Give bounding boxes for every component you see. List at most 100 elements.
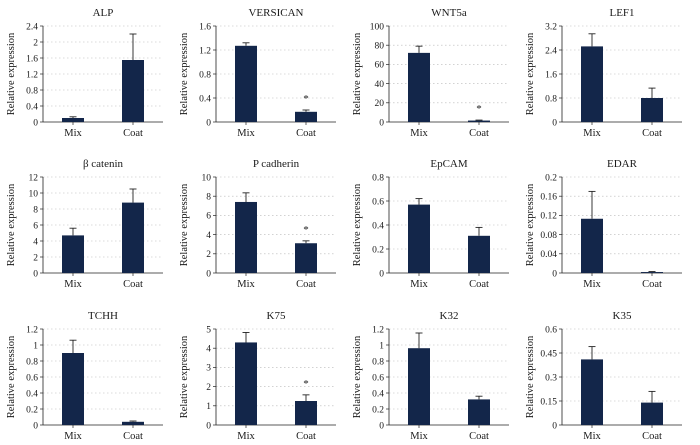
bar-coat — [295, 401, 317, 425]
y-tick-label: 10 — [29, 189, 39, 199]
y-tick-label: 12 — [29, 173, 39, 183]
x-category-label: Coat — [642, 279, 662, 290]
x-category-label: Coat — [469, 128, 489, 139]
y-tick-label: 0 — [33, 421, 38, 431]
y-tick-label: 4 — [206, 231, 211, 241]
bar-mix — [62, 353, 84, 425]
y-tick-label: 0.2 — [372, 405, 384, 415]
x-category-label: Mix — [64, 128, 82, 139]
y-tick-label: 0.12 — [540, 212, 557, 222]
chart-panel-4: β catenin Relative expression 0 2 4 6 8 10 12 Mix… — [6, 158, 163, 290]
y-axis-label: Relative expression — [352, 335, 363, 418]
panel-title: K35 — [613, 310, 632, 322]
y-tick-label: 0.2 — [372, 245, 384, 255]
y-tick-label: 2 — [206, 250, 211, 260]
y-tick-label: 0.16 — [540, 193, 557, 203]
x-category-label: Mix — [583, 431, 601, 442]
y-tick-label: 10 — [202, 173, 212, 183]
y-axis-label: Relative expression — [6, 32, 17, 115]
x-category-label: Coat — [296, 279, 316, 290]
bar-coat — [295, 243, 317, 273]
panel-title: ALP — [93, 7, 114, 19]
x-category-label: Mix — [237, 279, 255, 290]
significance-marker: * — [476, 103, 482, 115]
y-tick-label: 0 — [379, 421, 384, 431]
y-tick-label: 40 — [375, 80, 385, 90]
y-tick-label: 0 — [552, 269, 557, 279]
y-tick-label: 6 — [206, 212, 211, 222]
y-tick-label: 2 — [33, 253, 38, 263]
y-tick-label: 20 — [375, 99, 385, 109]
y-tick-label: 1 — [206, 402, 211, 412]
y-axis-label: Relative expression — [179, 32, 190, 115]
y-tick-label: 0.8 — [26, 357, 38, 367]
y-tick-label: 3 — [206, 364, 211, 374]
bar-mix — [581, 218, 603, 273]
x-category-label: Mix — [410, 431, 428, 442]
x-category-label: Coat — [123, 431, 143, 442]
bar-coat — [122, 421, 144, 425]
bar-mix — [581, 359, 603, 425]
y-tick-label: 2.4 — [545, 46, 557, 56]
y-tick-label: 8 — [206, 193, 211, 203]
bar-coat — [641, 98, 663, 122]
y-tick-label: 0.4 — [372, 221, 384, 231]
bar-coat — [468, 120, 490, 122]
y-tick-label: 0.8 — [372, 173, 384, 183]
y-tick-label: 80 — [375, 42, 385, 52]
y-tick-label: 1 — [379, 341, 384, 351]
y-tick-label: 4 — [33, 237, 38, 247]
y-tick-label: 3.2 — [545, 22, 557, 32]
y-tick-label: 0.45 — [540, 349, 557, 359]
y-axis-label: Relative expression — [6, 335, 17, 418]
bar-coat — [122, 60, 144, 122]
panel-title: WNT5a — [431, 7, 467, 19]
x-category-label: Mix — [64, 279, 82, 290]
panel-title: EpCAM — [430, 158, 468, 170]
y-axis-label: Relative expression — [525, 183, 536, 266]
x-category-label: Coat — [642, 431, 662, 442]
bar-coat — [122, 202, 144, 273]
significance-marker: * — [303, 224, 309, 236]
y-tick-label: 0.6 — [372, 197, 384, 207]
panel-title: VERSICAN — [248, 7, 303, 19]
y-axis-label: Relative expression — [525, 32, 536, 115]
x-category-label: Mix — [583, 279, 601, 290]
y-tick-label: 0 — [206, 118, 211, 128]
chart-panel-6: EpCAM Relative expression 0 0.2 0.4 0.6 0.8 Mix… — [352, 158, 509, 290]
bar-mix — [408, 348, 430, 425]
y-tick-label: 1.6 — [26, 54, 38, 64]
y-tick-label: 0 — [206, 421, 211, 431]
significance-marker: * — [303, 93, 309, 105]
chart-panel-0: ALP Relative expression 0 0.4 0.8 1.2 1.6 2 2.4 M… — [6, 7, 163, 139]
y-axis-label: Relative expression — [179, 335, 190, 418]
y-tick-label: 0.2 — [26, 405, 38, 415]
chart-panel-7: EDAR Relative expression 0 0.04 0.08 0.12 0.16… — [525, 158, 682, 290]
y-axis-label: Relative expression — [525, 335, 536, 418]
y-tick-label: 5 — [206, 325, 211, 335]
y-tick-label: 0.4 — [26, 102, 38, 112]
bar-coat — [295, 111, 317, 122]
bar-mix — [62, 118, 84, 122]
y-tick-label: 0 — [33, 118, 38, 128]
y-tick-label: 0.3 — [545, 373, 557, 383]
panel-title: LEF1 — [609, 7, 634, 19]
y-tick-label: 0.8 — [372, 357, 384, 367]
chart-panel-11: K35 Relative expression 0 0.15 0.3 0.45 0.6 Mix… — [525, 310, 682, 442]
x-category-label: Coat — [296, 128, 316, 139]
y-tick-label: 0.8 — [545, 94, 557, 104]
bar-coat — [641, 272, 663, 273]
y-tick-label: 1.2 — [199, 46, 211, 56]
y-tick-label: 0.8 — [26, 86, 38, 96]
y-tick-label: 0.08 — [540, 231, 557, 241]
y-tick-label: 0 — [552, 118, 557, 128]
bar-coat — [468, 399, 490, 425]
y-tick-label: 0.04 — [540, 250, 557, 260]
panel-title: β catenin — [83, 158, 124, 170]
y-tick-label: 1 — [33, 341, 38, 351]
y-axis-label: Relative expression — [352, 32, 363, 115]
panel-title: P cadherin — [253, 158, 300, 170]
y-tick-label: 0.15 — [540, 397, 557, 407]
bar-mix — [408, 52, 430, 122]
